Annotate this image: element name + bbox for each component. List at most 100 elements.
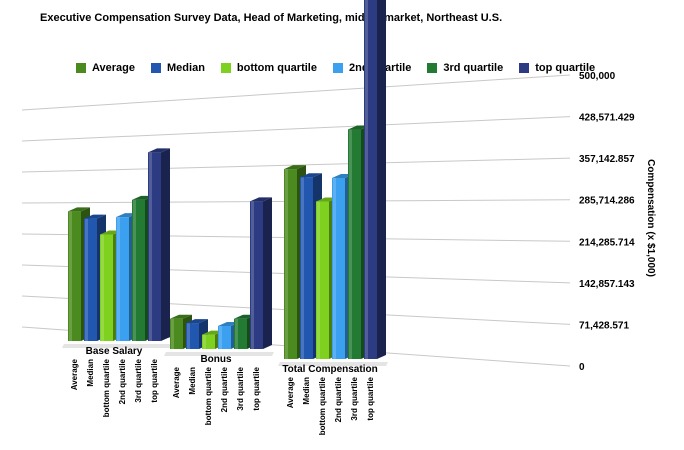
bar-highlight [69,211,72,341]
y-tick-label: 142,857.143 [579,279,635,290]
bar-3rd-quartile-base-salary [132,199,145,341]
bar-highlight [349,129,352,359]
bar-highlight [285,169,288,359]
bar-average-bonus [170,318,183,349]
category-label-total-compensation: Total Compensation [282,364,377,375]
y-tick-label: 71,428.571 [579,320,629,331]
series-tick-label: Average [286,376,295,408]
bar-bottom-quartile-base-salary [100,234,113,341]
floor [278,362,388,366]
legend-swatch-3rd-quartile [427,63,438,73]
y-axis-label: Compensation (x $1,000) [645,159,656,277]
bar-highlight [317,201,320,359]
gridline [21,157,571,173]
series-tick-label: top quartile [252,366,261,410]
series-tick-label: 3rd quartile [350,376,359,420]
bar-highlight [101,234,104,341]
legend-item-average: Average [76,62,135,74]
bar-top-top-quartile-base-salary [148,148,170,153]
legend-item-3rd-quartile: 3rd quartile [427,62,503,74]
bar-top-median-base-salary [84,214,106,219]
bar-highlight [117,217,120,341]
bar-bottom-quartile-total-compensation [316,201,329,359]
legend-item-median: Median [151,62,205,74]
y-tick-label: 500,000 [579,71,616,82]
series-tick-label: Median [86,359,95,387]
bar-3rd-quartile-total-compensation [348,129,361,359]
bar-bottom-quartile-bonus [202,334,215,349]
legend-label-3rd-quartile: 3rd quartile [443,62,504,74]
legend-item-bottom-quartile: bottom quartile [220,62,317,74]
y-tick-label: 428,571.429 [579,113,635,124]
series-tick-label: bottom quartile [204,366,213,425]
y-tick-label: 214,285.714 [579,237,635,248]
series-tick-label: Average [172,366,181,398]
bar-highlight [301,177,304,359]
bar-3rd-quartile-bonus [234,318,247,349]
bar-2nd-quartile-total-compensation [332,178,345,359]
bar-top-average-bonus [170,314,192,319]
bar-2nd-quartile-bonus [218,325,231,349]
series-tick-label: Median [302,377,311,405]
bar-average-base-salary [68,211,81,341]
bar-top-average-base-salary [68,207,90,212]
legend-swatch-bottom-quartile [220,63,231,73]
bar-highlight [133,199,136,341]
bar-highlight [365,0,368,360]
legend-label-bottom-quartile: bottom quartile [236,62,317,74]
legend-swatch-median [151,63,162,73]
legend-label-average: Average [92,62,136,74]
series-tick-label: 3rd quartile [236,366,245,410]
bar-top-quartile-total-compensation [364,0,377,360]
bar-highlight [171,318,174,349]
y-tick-label: 357,142.857 [579,154,635,165]
bar-highlight [219,325,222,349]
bar-highlight [333,178,336,359]
series-tick-label: bottom quartile [102,358,111,417]
bar-top-average-total-compensation [284,165,306,170]
legend-label-median: Median [167,62,205,74]
bar-average-total-compensation [284,169,297,359]
bar-top-median-total-compensation [300,173,322,178]
bar-highlight [235,318,238,349]
gridline [21,74,571,111]
category-label-bonus: Bonus [200,354,232,365]
bar-median-total-compensation [300,177,313,359]
category-label-base-salary: Base Salary [86,346,143,357]
y-tick-label: 0 [579,362,585,373]
legend: Average Median bottom quartile 2nd quart… [76,62,595,74]
series-tick-label: 2nd quartile [334,376,343,422]
legend-swatch-top-quartile [519,63,530,73]
series-tick-label: 3rd quartile [134,358,143,402]
bar-highlight [251,201,254,349]
series-tick-label: 2nd quartile [220,366,229,412]
bar-highlight [203,334,206,349]
series-tick-label: top quartile [366,376,375,420]
series-tick-label: Median [188,367,197,395]
bar-top-quartile-base-salary [148,152,161,341]
bar-2nd-quartile-base-salary [116,217,129,341]
legend-label-top-quartile: top quartile [535,62,596,74]
series-tick-label: bottom quartile [318,376,327,435]
legend-item-top-quartile: top quartile [519,62,595,74]
y-tick-label: 285,714.286 [579,196,635,207]
floor [62,344,172,348]
bar-top-median-bonus [186,319,208,324]
chart-title: Executive Compensation Survey Data, Head… [40,12,503,24]
legend-swatch-average [76,63,86,73]
bar-side-top-quartile-total-compensation [377,0,386,359]
bar-highlight [85,218,88,341]
bar-median-base-salary [84,218,97,341]
bar-highlight [187,323,190,349]
bar-top-top-quartile-bonus [250,197,272,202]
bar-side-top-quartile-bonus [263,197,272,349]
series-tick-label: top quartile [150,358,159,402]
bar-median-bonus [186,323,199,349]
bar-side-top-quartile-base-salary [161,148,170,341]
series-tick-label: Average [70,358,79,390]
bar-top-quartile-bonus [250,201,263,349]
gridline [21,116,571,142]
bar-highlight [149,152,152,341]
legend-swatch-2nd-quartile [332,63,343,73]
